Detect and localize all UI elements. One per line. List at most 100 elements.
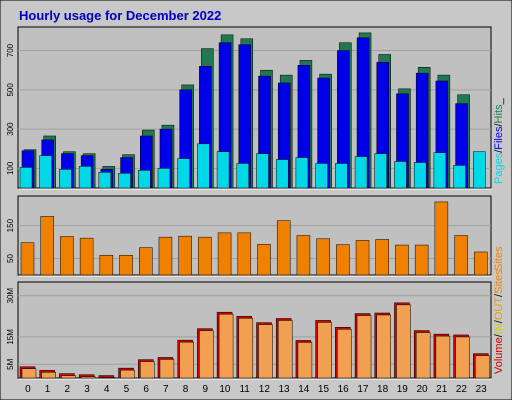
x-tick-label: 12 [259,384,271,395]
bar-sites [454,235,468,276]
legend-volume: Volume/IN/OUT/Sites [493,269,505,374]
legend-sites: Sites [493,246,505,271]
bar-sites [158,236,173,276]
bar-sites [217,232,232,276]
x-tick-label: 22 [456,384,468,395]
legend-item: / [493,333,505,337]
x-tick-label: 11 [239,384,250,395]
bar-sites [375,239,389,276]
bar-pages [236,163,250,189]
y-tick-label: 15M [6,329,15,345]
legend-item: / [493,123,505,127]
legend-item: OUT [493,297,505,321]
bar-volume-in [238,318,254,379]
x-tick-label: 14 [298,384,310,395]
y-tick-label: 50 [6,254,15,263]
x-tick-label: 13 [279,384,291,395]
legend-item: Pages [493,152,505,184]
bar-volume-in [258,324,273,379]
x-tick-label: 18 [377,384,389,395]
bar-volume-in [120,369,135,379]
bar-pages [433,152,447,189]
x-tick-label: 9 [202,384,208,395]
bar-sites [414,244,429,276]
bar-sites [257,244,271,276]
x-tick-label: 0 [25,384,31,395]
bar-pages [335,163,348,189]
legend-item: Volume [493,337,505,374]
chart-title: Hourly usage for December 2022 [19,8,221,23]
bar-volume-in [415,332,431,379]
bar-sites [79,237,94,276]
bar-pages [374,153,387,189]
bar-pages [413,162,427,189]
legend-item: / [493,319,505,323]
bar-volume-in [475,355,490,379]
x-tick-label: 23 [476,384,488,395]
bar-volume-in [297,342,313,379]
bar-volume-in [455,336,470,379]
x-tick-label: 7 [163,384,169,395]
bar-pages [59,169,72,189]
legend-hits-files-pages: Pages/Files/Hits_ [493,97,505,184]
y-tick-label: 5M [6,358,15,369]
bar-pages [256,153,269,189]
bar-sites [20,242,35,276]
legend-item: Hits [493,104,505,123]
legend-item: IN [493,323,505,334]
bar-sites [237,232,252,276]
y-tick-label: 150 [6,218,15,232]
bar-volume-in [376,314,391,379]
bar-sites [139,247,153,276]
x-tick-label: 19 [397,384,409,395]
bar-pages [394,161,407,189]
bar-pages [78,166,92,189]
bar-volume-in [21,368,37,379]
bar-volume-in [199,330,214,379]
panel-sites [17,195,492,276]
legend-item: _ [493,97,505,105]
bar-pages [275,159,289,189]
bar-pages [138,170,151,189]
y-tick-label: 700 [6,43,15,57]
bar-volume-in [140,361,155,379]
bar-volume-in [41,372,56,379]
bar-pages [39,155,52,189]
x-tick-label: 20 [416,384,428,395]
bar-sites [99,255,114,276]
bar-volume-in [435,335,451,379]
bar-sites [178,235,192,276]
bar-sites [119,255,133,276]
legend-item: Sites [493,246,505,271]
x-tick-label: 5 [124,384,130,395]
bar-pages [295,157,309,189]
bar-pages [453,165,466,189]
x-tick-label: 17 [357,384,369,395]
bar-sites [40,216,54,276]
x-tick-label: 16 [338,384,350,395]
x-tick-label: 21 [436,384,448,395]
y-tick-label: 100 [6,161,15,175]
bar-sites [474,251,488,276]
panels: 100300500700Pages/Files/Hits_50150Sites5… [6,26,505,395]
bar-volume-in [396,304,411,379]
x-tick-label: 15 [318,384,330,395]
bar-pages [118,173,131,189]
bar-volume-in [61,375,76,379]
x-tick-label: 1 [45,384,51,395]
bar-pages [177,158,190,189]
bar-volume-in [80,376,96,379]
bar-pages [197,143,210,189]
bar-pages [315,163,328,189]
bar-volume-in [317,322,332,379]
bar-volume-in [179,341,194,379]
x-tick-label: 6 [143,384,149,395]
legend-item: Sites [493,269,505,294]
x-tick-label: 2 [64,384,70,395]
bar-volume-in [218,313,234,379]
bar-volume-in [356,315,372,379]
bar-sites [198,236,212,276]
bar-sites [336,244,350,276]
bar-pages [98,172,112,189]
y-tick-label: 30M [6,288,15,304]
